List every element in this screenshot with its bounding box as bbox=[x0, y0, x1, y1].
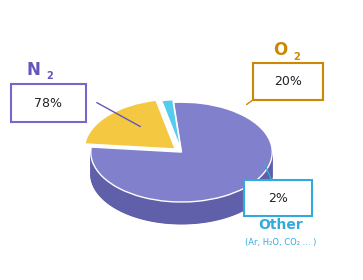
FancyBboxPatch shape bbox=[244, 180, 312, 216]
Text: 2: 2 bbox=[293, 52, 300, 62]
FancyBboxPatch shape bbox=[253, 62, 323, 100]
Polygon shape bbox=[91, 153, 272, 224]
Wedge shape bbox=[85, 100, 175, 149]
Text: 78%: 78% bbox=[34, 97, 62, 109]
Text: 2: 2 bbox=[46, 71, 53, 81]
Text: Other: Other bbox=[258, 218, 303, 232]
Text: 2%: 2% bbox=[268, 192, 288, 205]
Text: N: N bbox=[27, 61, 41, 79]
Text: (Ar, H₂O, CO₂ ... ): (Ar, H₂O, CO₂ ... ) bbox=[245, 238, 317, 247]
FancyBboxPatch shape bbox=[11, 84, 86, 122]
Wedge shape bbox=[91, 102, 272, 202]
Text: O: O bbox=[274, 41, 288, 59]
Text: 20%: 20% bbox=[274, 75, 302, 88]
Wedge shape bbox=[162, 100, 181, 150]
